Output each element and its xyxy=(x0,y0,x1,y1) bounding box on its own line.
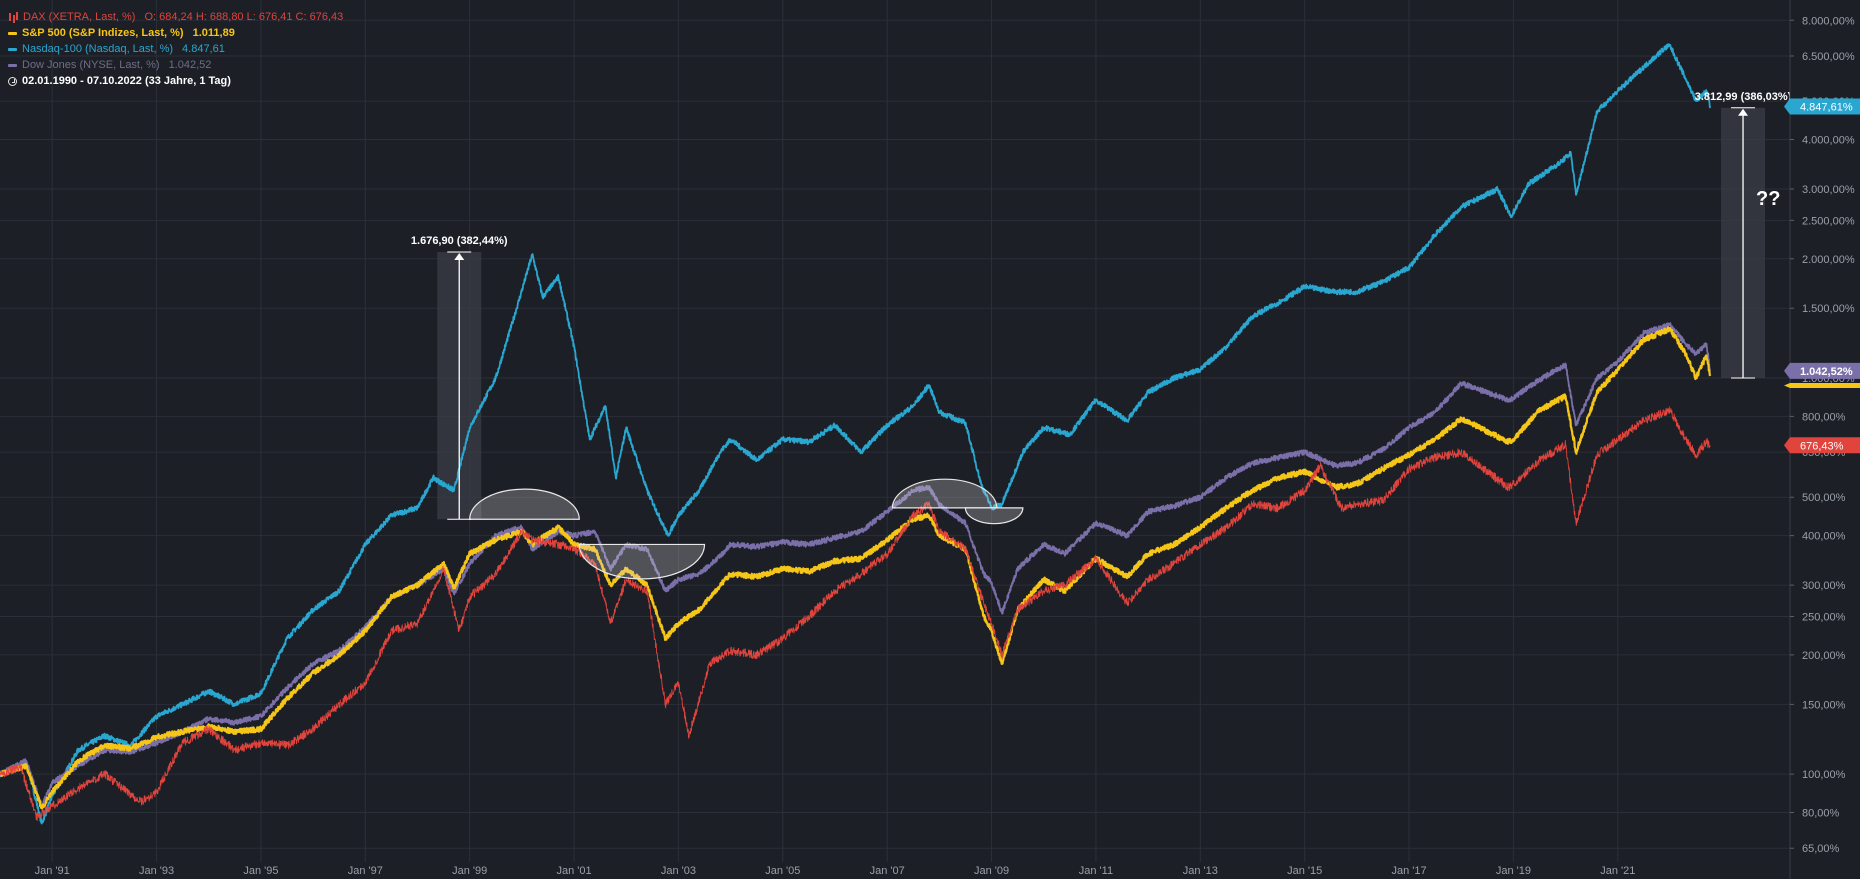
y-tick-label: 150,00% xyxy=(1802,699,1846,711)
last-value-badge-nasdaq xyxy=(1784,98,1860,115)
x-tick-label: Jan '05 xyxy=(765,865,800,877)
series-line-dax xyxy=(0,406,1711,822)
legend-swatch-dow xyxy=(8,63,17,67)
legend-item-dax[interactable]: DAX (XETRA, Last, %) O: 684,24 H: 688,80… xyxy=(8,9,343,25)
clock-icon xyxy=(8,76,17,86)
y-tick-label: 4.000,00% xyxy=(1802,135,1855,147)
indicator-icon xyxy=(8,12,18,22)
legend-item-dow[interactable]: Dow Jones (NYSE, Last, %) 1.042,52 xyxy=(8,57,343,73)
x-tick-label: Jan '03 xyxy=(661,865,696,877)
legend-values-sp500: 1.011,89 xyxy=(192,27,235,39)
range-label: 3.812,99 (386,03%) xyxy=(1695,91,1792,103)
y-tick-label: 80,00% xyxy=(1802,808,1840,820)
series-line-sp500 xyxy=(0,326,1712,810)
y-tick-label: 1.500,00% xyxy=(1802,303,1855,315)
y-tick-label: 500,00% xyxy=(1802,492,1846,504)
legend: DAX (XETRA, Last, %) O: 684,24 H: 688,80… xyxy=(8,9,343,89)
range-label: 1.676,90 (382,44%) xyxy=(411,235,508,247)
arc-annotation xyxy=(891,478,998,509)
y-tick-label: 400,00% xyxy=(1802,531,1846,543)
x-tick-label: Jan '97 xyxy=(348,865,383,877)
arc-annotation xyxy=(578,543,706,580)
range-note: ?? xyxy=(1756,188,1780,210)
legend-values-dax: O: 684,24 H: 688,80 L: 676,41 C: 676,43 xyxy=(144,11,344,23)
y-tick-label: 8.000,00% xyxy=(1802,15,1855,27)
legend-period-row: 02.01.1990 - 07.10.2022 (33 Jahre, 1 Tag… xyxy=(8,73,343,89)
x-tick-label: Jan '17 xyxy=(1391,865,1426,877)
y-tick-label: 800,00% xyxy=(1802,411,1846,423)
legend-item-nasdaq[interactable]: Nasdaq-100 (Nasdaq, Last, %) 4.847,61 xyxy=(8,41,343,57)
arc-annotation xyxy=(964,507,1024,525)
last-value-badge-dax xyxy=(1784,437,1860,454)
x-tick-label: Jan '01 xyxy=(556,865,591,877)
legend-item-sp500[interactable]: S&P 500 (S&P Indizes, Last, %) 1.011,89 xyxy=(8,25,343,41)
legend-swatch-nasdaq xyxy=(8,47,17,51)
legend-values-dow: 1.042,52 xyxy=(168,59,212,71)
series-line-nasdaq xyxy=(0,43,1712,825)
range-arrowhead xyxy=(1738,108,1749,116)
x-tick-label: Jan '91 xyxy=(35,865,70,877)
x-tick-label: Jan '99 xyxy=(452,865,487,877)
legend-period: 02.01.1990 - 07.10.2022 (33 Jahre, 1 Tag… xyxy=(22,75,231,87)
arc-annotation xyxy=(469,488,580,520)
legend-name-sp500: S&P 500 (S&P Indizes, Last, %) xyxy=(22,27,184,39)
y-tick-label: 65,00% xyxy=(1802,843,1840,855)
last-value-badge-sp500 xyxy=(1784,382,1860,388)
x-tick-label: Jan '21 xyxy=(1600,865,1635,877)
last-value-badge-dow xyxy=(1784,362,1860,379)
y-tick-label: 3.000,00% xyxy=(1802,184,1855,196)
series-line-dow xyxy=(0,322,1712,808)
y-tick-label: 300,00% xyxy=(1802,580,1846,592)
last-value-label-nasdaq: 4.847,61% xyxy=(1800,101,1853,113)
legend-name-nasdaq: Nasdaq-100 (Nasdaq, Last, %) xyxy=(22,43,174,55)
x-tick-label: Jan '07 xyxy=(870,865,905,877)
x-tick-label: Jan '93 xyxy=(139,865,174,877)
x-tick-label: Jan '11 xyxy=(1079,865,1113,877)
y-tick-label: 2.000,00% xyxy=(1802,254,1855,266)
y-tick-label: 250,00% xyxy=(1802,611,1846,623)
x-tick-label: Jan '19 xyxy=(1496,865,1531,877)
x-tick-label: Jan '09 xyxy=(974,865,1009,877)
y-tick-label: 200,00% xyxy=(1802,650,1846,662)
legend-name-dow: Dow Jones (NYSE, Last, %) xyxy=(22,59,160,71)
x-tick-label: Jan '13 xyxy=(1183,865,1218,877)
legend-swatch-sp500 xyxy=(8,31,17,35)
y-tick-label: 2.500,00% xyxy=(1802,215,1855,227)
legend-name-dax: DAX (XETRA, Last, %) xyxy=(23,11,136,23)
x-tick-label: Jan '95 xyxy=(243,865,278,877)
y-tick-label: 100,00% xyxy=(1802,769,1846,781)
x-tick-label: Jan '15 xyxy=(1287,865,1322,877)
legend-values-nasdaq: 4.847,61 xyxy=(182,43,225,55)
range-arrowhead xyxy=(454,253,465,261)
y-tick-label: 6.500,00% xyxy=(1802,51,1855,63)
last-value-label-dax: 676,43% xyxy=(1800,440,1844,452)
last-value-label-dow: 1.042,52% xyxy=(1800,366,1853,378)
